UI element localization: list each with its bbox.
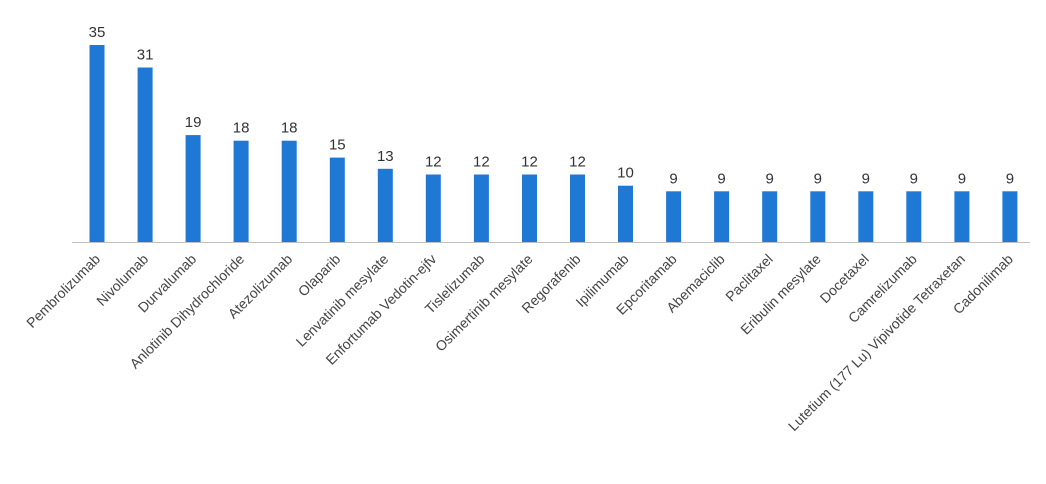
bar-abemaciclib [714, 191, 729, 242]
value-label-regorafenib: 12 [569, 154, 586, 171]
value-label-lutetium-177-lu-vipivotide-tetraxetan: 9 [958, 170, 966, 187]
bar-anlotinib-dihydrochloride [234, 141, 249, 242]
bar-camrelizumab [906, 191, 921, 242]
value-label-paclitaxel: 9 [766, 170, 774, 187]
value-label-tislelizumab: 12 [473, 154, 490, 171]
value-label-docetaxel: 9 [862, 170, 870, 187]
value-label-enfortumab-vedotin-ejfv: 12 [425, 154, 442, 171]
value-label-nivolumab: 31 [137, 47, 154, 64]
x-tick-label-lenvatinib-mesylate: Lenvatinib mesylate [293, 251, 392, 350]
value-label-eribulin-mesylate: 9 [814, 170, 822, 187]
bar-paclitaxel [762, 191, 777, 242]
bar-cadonilimab [1002, 191, 1017, 242]
value-label-osimertinib-mesylate: 12 [521, 154, 538, 171]
value-label-camrelizumab: 9 [910, 170, 918, 187]
value-label-ipilimumab: 10 [617, 165, 634, 182]
value-labels-group: 35 31 19 18 18 15 13 12 12 12 12 10 9 9 9 9 9 9 9 9 [89, 24, 1014, 187]
bar-tislelizumab [474, 175, 489, 243]
value-label-epcoritamab: 9 [669, 170, 677, 187]
value-label-cadonilimab: 9 [1006, 170, 1014, 187]
bar-nivolumab [138, 68, 153, 243]
x-tick-labels-group: PembrolizumabNivolumabDurvalumabAnlotini… [23, 251, 1016, 434]
value-label-anlotinib-dihydrochloride: 18 [233, 120, 250, 137]
x-tick-label-olaparib: Olaparib [295, 251, 344, 300]
bar-ipilimumab [618, 186, 633, 242]
bar-atezolizumab [282, 141, 297, 242]
value-label-abemaciclib: 9 [717, 170, 725, 187]
bar-osimertinib-mesylate [522, 175, 537, 243]
value-label-durvalumab: 19 [185, 114, 202, 131]
value-label-olaparib: 15 [329, 137, 346, 154]
bar-pembrolizumab [90, 45, 105, 242]
bar-olaparib [330, 158, 345, 242]
bar-eribulin-mesylate [810, 191, 825, 242]
bar-epcoritamab [666, 191, 681, 242]
bars-group [90, 45, 1018, 242]
value-label-pembrolizumab: 35 [89, 24, 106, 41]
x-tick-label-lutetium-177-lu-vipivotide-tetraxetan: Lutetium (177 Lu) Vipivotide Tetraxetan [785, 251, 968, 434]
bar-durvalumab [186, 135, 201, 242]
value-label-atezolizumab: 18 [281, 120, 298, 137]
bar-lutetium-177-lu-vipivotide-tetraxetan [954, 191, 969, 242]
x-tick-label-pembrolizumab: Pembrolizumab [23, 251, 103, 331]
bar-lenvatinib-mesylate [378, 169, 393, 242]
bar-enfortumab-vedotin-ejfv [426, 175, 441, 243]
bar-docetaxel [858, 191, 873, 242]
value-label-lenvatinib-mesylate: 13 [377, 148, 394, 165]
bar-regorafenib [570, 175, 585, 243]
